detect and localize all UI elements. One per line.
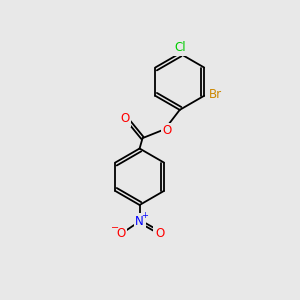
Text: O: O — [116, 227, 126, 240]
Text: O: O — [155, 227, 164, 240]
Text: Cl: Cl — [174, 41, 185, 54]
Text: +: + — [142, 212, 148, 220]
Text: N: N — [135, 215, 144, 228]
Text: −: − — [111, 224, 119, 233]
Text: O: O — [120, 112, 129, 125]
Text: Br: Br — [209, 88, 222, 101]
Text: O: O — [163, 124, 172, 137]
